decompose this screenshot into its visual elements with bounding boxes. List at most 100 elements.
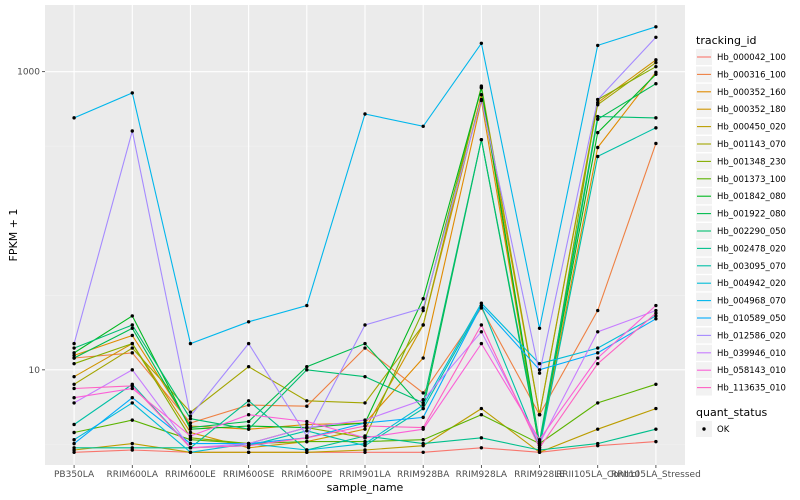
data-point [363,424,367,428]
data-point [479,406,484,411]
data-point [72,441,76,446]
data-point [363,346,367,350]
data-point [130,368,134,372]
data-point [654,141,658,146]
data-point [479,86,484,90]
data-point [130,326,134,330]
data-point [130,351,134,355]
data-point [188,446,193,450]
legend2-title: quant_status [696,406,768,419]
data-point [305,404,309,408]
data-point [130,91,134,95]
data-point [654,311,658,315]
data-point [596,427,600,431]
data-point [596,351,600,355]
grid [45,5,685,465]
legend: tracking_id Hb_000042_100Hb_000316_100Hb… [696,34,786,437]
x-tick-label: RRII105LA_Control [556,470,639,480]
y-tick-label: 10 [29,366,41,376]
data-point [188,417,193,421]
legend-label: Hb_000352_160 [717,88,786,98]
x-tick-label: RRIM928BA [397,470,450,480]
data-point [421,398,425,402]
data-point [479,306,484,310]
data-point [188,341,193,346]
data-point [596,154,600,159]
legend2-point [702,427,706,431]
data-point [305,364,309,369]
data-point [363,401,367,405]
data-point [363,448,367,452]
data-point [479,446,484,450]
y-axis-title: FPKM + 1 [7,209,20,262]
legend-label: Hb_003095_070 [717,262,786,272]
data-point [596,330,600,334]
legend2-items: OK [696,421,730,437]
data-point [537,446,542,450]
legend-label: Hb_001842_080 [717,192,786,202]
data-point [246,419,251,424]
data-point [305,419,309,424]
x-tick-label: RRIM901LA [339,470,391,480]
legend-label: Hb_000316_100 [717,70,786,80]
data-point [130,333,134,338]
data-point [130,323,134,327]
data-point [188,450,193,454]
data-point [363,421,367,425]
legend-label: Hb_000450_020 [717,123,786,133]
legend-label: Hb_010589_050 [717,314,786,324]
data-point [654,60,658,65]
legend-label: Hb_001143_070 [717,140,786,150]
data-point [479,341,484,346]
data-point [654,382,658,386]
x-tick-label: RRIM928LE [514,470,565,480]
data-point [246,424,251,428]
data-point [596,401,600,405]
data-point [654,308,658,313]
data-point [596,130,600,135]
legend-label: Hb_004942_020 [717,279,786,289]
data-point [305,425,309,430]
data-point [654,317,658,321]
data-point [479,93,484,97]
data-point [654,35,658,40]
data-point [188,430,193,435]
data-point [479,413,484,417]
data-point [596,117,600,121]
data-point [596,43,600,48]
data-point [537,326,542,330]
data-point [72,446,76,450]
data-point [305,429,309,433]
x-tick-label: RRII105LA_Stressed [611,470,701,480]
legend-label: Hb_002290_050 [717,227,786,237]
data-point [188,425,193,430]
data-point [596,356,600,360]
data-point [246,399,251,403]
data-point [421,124,425,129]
data-point [305,368,309,372]
x-tick-label: RRIM600LA [107,470,159,480]
legend-label: Hb_001348_230 [717,157,786,167]
data-point [596,361,600,366]
data-point [363,323,367,327]
data-point [363,441,367,446]
data-point [72,386,76,391]
data-point [72,430,76,435]
data-point [654,303,658,308]
data-point [72,374,76,379]
data-point [596,346,600,350]
x-tick-label: RRIM600SE [223,470,275,480]
data-point [479,301,484,305]
legend-label: Hb_004968_070 [717,297,786,307]
data-point [363,112,367,116]
data-point [479,41,484,45]
data-point [246,320,251,324]
data-point [654,427,658,431]
data-point [72,346,76,350]
legend-label: Hb_012586_020 [717,331,786,341]
data-point [246,450,251,454]
data-point [188,421,193,425]
data-point [72,351,76,355]
y-tick-label: 1000 [17,68,40,78]
legend-title: tracking_id [696,34,757,47]
